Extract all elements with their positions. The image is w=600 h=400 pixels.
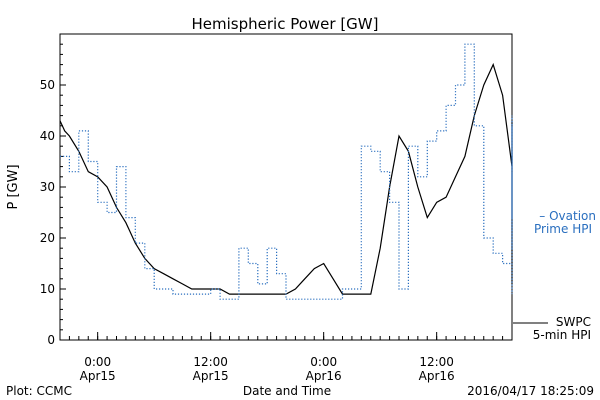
chart-title: Hemispheric Power [GW]	[192, 15, 379, 33]
x-tick-date-label: Apr16	[419, 369, 455, 383]
x-tick-date-label: Apr15	[193, 369, 229, 383]
plot-timestamp: 2016/04/17 18:25:09	[467, 384, 594, 398]
legend-ovation-line1: – Ovation	[539, 209, 596, 223]
x-tick-time-label: 12:00	[193, 355, 228, 369]
y-axis: 0 10 20 30 40 50	[40, 43, 66, 347]
legend-ovation-line2: Prime HPI	[534, 222, 592, 236]
legend-swpc-line1: SWPC	[556, 315, 591, 329]
x-tick-time-label: 0:00	[310, 355, 337, 369]
series-swpc-line	[59, 62, 513, 295]
x-tick-date-label: Apr15	[80, 369, 116, 383]
legend-swpc-line2: 5-min HPI	[533, 328, 591, 342]
y-tick-label: 0	[47, 333, 55, 347]
y-tick-label: 40	[40, 129, 55, 143]
x-tick-time-label: 0:00	[84, 355, 111, 369]
x-tick-date-label: Apr16	[306, 369, 342, 383]
y-tick-label: 10	[40, 282, 55, 296]
x-axis-label: Date and Time	[243, 384, 331, 398]
legend: – Ovation Prime HPI SWPC 5-min HPI	[513, 209, 596, 342]
plot-credit: Plot: CCMC	[6, 384, 72, 398]
y-axis-label: P [GW]	[6, 164, 21, 209]
y-tick-label: 20	[40, 231, 55, 245]
y-tick-label: 50	[40, 78, 55, 92]
series-ovation-prime-line	[60, 43, 513, 300]
series-layer	[59, 43, 513, 300]
x-tick-time-label: 12:00	[419, 355, 454, 369]
y-tick-label: 30	[40, 180, 55, 194]
